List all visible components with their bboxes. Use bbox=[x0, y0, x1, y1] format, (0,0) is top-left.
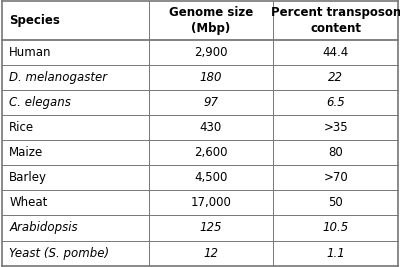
Text: Human: Human bbox=[9, 46, 52, 59]
Text: 180: 180 bbox=[200, 71, 222, 84]
Text: >70: >70 bbox=[323, 171, 348, 184]
Text: 50: 50 bbox=[328, 197, 343, 209]
Text: C. elegans: C. elegans bbox=[9, 96, 71, 109]
Text: Wheat: Wheat bbox=[9, 197, 48, 209]
Text: Species: Species bbox=[9, 14, 60, 27]
Text: 44.4: 44.4 bbox=[322, 46, 349, 59]
Text: Barley: Barley bbox=[9, 171, 47, 184]
Text: Maize: Maize bbox=[9, 146, 44, 159]
Text: 125: 125 bbox=[200, 222, 222, 234]
Text: Arabidopsis: Arabidopsis bbox=[9, 222, 78, 234]
Text: 12: 12 bbox=[203, 247, 218, 260]
Text: 97: 97 bbox=[203, 96, 218, 109]
Text: Rice: Rice bbox=[9, 121, 34, 134]
Text: 4,500: 4,500 bbox=[194, 171, 228, 184]
Text: Yeast (S. pombe): Yeast (S. pombe) bbox=[9, 247, 109, 260]
Text: 2,900: 2,900 bbox=[194, 46, 228, 59]
Text: 6.5: 6.5 bbox=[326, 96, 345, 109]
Text: 10.5: 10.5 bbox=[322, 222, 349, 234]
Text: Percent transposon
content: Percent transposon content bbox=[270, 6, 400, 35]
Text: 2,600: 2,600 bbox=[194, 146, 228, 159]
Text: 80: 80 bbox=[328, 146, 343, 159]
Text: 17,000: 17,000 bbox=[190, 197, 231, 209]
Text: 430: 430 bbox=[200, 121, 222, 134]
Text: >35: >35 bbox=[323, 121, 348, 134]
Text: D. melanogaster: D. melanogaster bbox=[9, 71, 107, 84]
Text: Genome size
(Mbp): Genome size (Mbp) bbox=[169, 6, 253, 35]
Text: 22: 22 bbox=[328, 71, 343, 84]
Text: 1.1: 1.1 bbox=[326, 247, 345, 260]
